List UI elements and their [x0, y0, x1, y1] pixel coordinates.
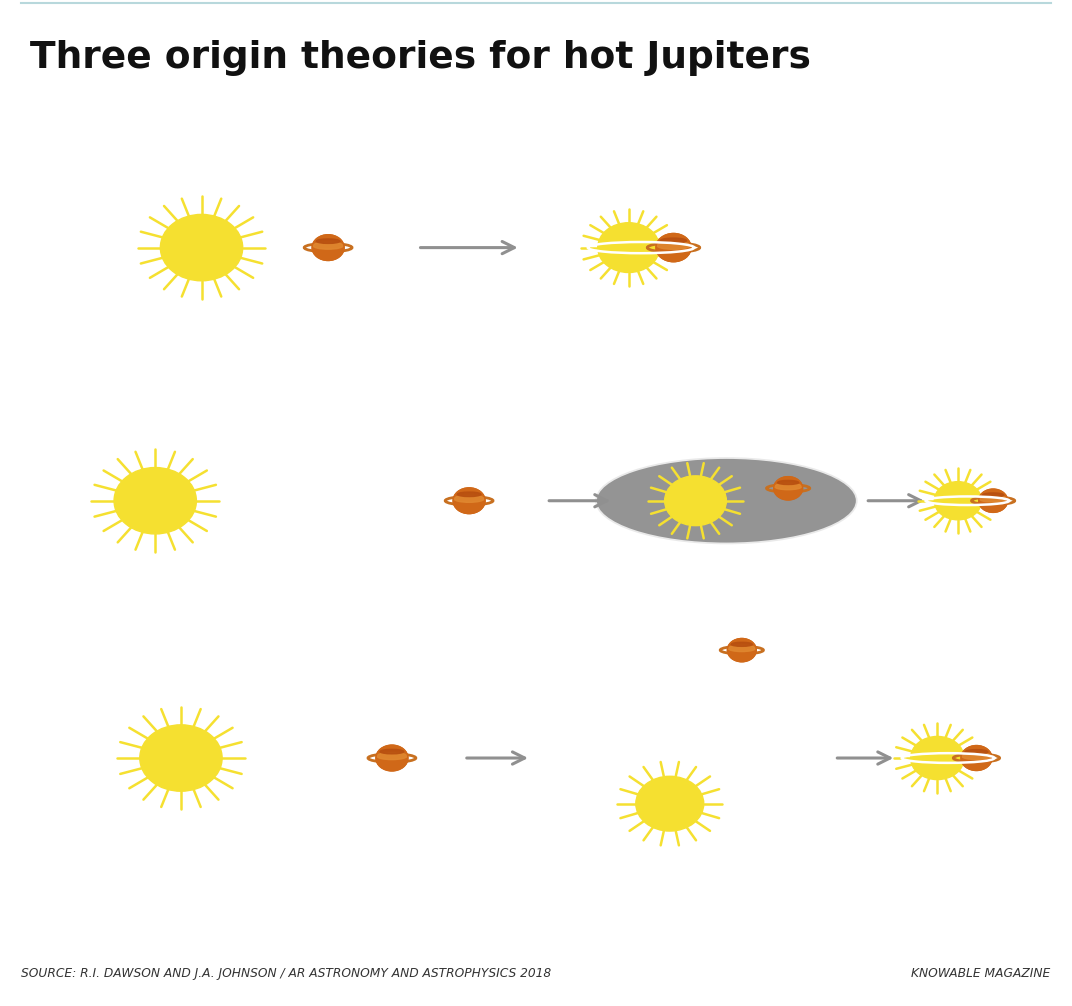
Ellipse shape	[660, 238, 686, 243]
Ellipse shape	[965, 749, 988, 753]
Ellipse shape	[774, 483, 802, 490]
Ellipse shape	[313, 242, 343, 249]
Text: Three origin theories for hot Jupiters: Three origin theories for hot Jupiters	[30, 40, 810, 76]
Circle shape	[139, 724, 222, 791]
Circle shape	[910, 736, 964, 780]
Text: Close encounter: Close encounter	[78, 849, 256, 868]
Ellipse shape	[731, 642, 753, 646]
Ellipse shape	[980, 496, 1007, 502]
Circle shape	[656, 233, 691, 262]
Text: a planet. The resulting eccentric orbit eventually stabilizes close to the star.: a planet. The resulting eccentric orbit …	[78, 915, 661, 931]
Circle shape	[114, 468, 196, 534]
Text: Pulled in: Pulled in	[78, 565, 174, 584]
Circle shape	[665, 476, 727, 525]
Circle shape	[979, 489, 1008, 512]
Ellipse shape	[379, 749, 404, 753]
Circle shape	[453, 488, 485, 514]
Text: KNOWABLE MAGAZINE: KNOWABLE MAGAZINE	[911, 967, 1051, 980]
Ellipse shape	[982, 493, 1004, 497]
Circle shape	[312, 234, 344, 261]
Circle shape	[935, 482, 982, 520]
Ellipse shape	[657, 241, 690, 249]
Circle shape	[774, 477, 803, 500]
Ellipse shape	[777, 481, 799, 485]
Ellipse shape	[457, 492, 481, 497]
Ellipse shape	[453, 495, 485, 502]
Text: Close in: Close in	[78, 310, 165, 329]
Text: Planet forms near star and migrates inward to its current location.: Planet forms near star and migrates inwa…	[78, 343, 586, 358]
Text: Planet forms far from star, at a distance where gas giants are commonly found.: Planet forms far from star, at a distanc…	[78, 599, 689, 614]
Ellipse shape	[962, 752, 992, 760]
Ellipse shape	[595, 457, 858, 544]
Ellipse shape	[728, 645, 756, 652]
Circle shape	[161, 214, 242, 281]
Circle shape	[636, 777, 703, 831]
Ellipse shape	[316, 238, 340, 243]
Ellipse shape	[376, 752, 407, 760]
Circle shape	[376, 745, 407, 771]
Text: SOURCE: R.I. DAWSON AND J.A. JOHNSON / AR ASTRONOMY AND ASTROPHYSICS 2018: SOURCE: R.I. DAWSON AND J.A. JOHNSON / A…	[21, 967, 552, 980]
Circle shape	[728, 639, 756, 662]
Text: Interactions with gas and dust later pull it into a closer orbit.: Interactions with gas and dust later pul…	[78, 632, 544, 647]
Circle shape	[598, 222, 659, 273]
Text: Planet forms far from star, then is pulled off-kilter by another object, such as: Planet forms far from star, then is pull…	[78, 882, 667, 897]
Circle shape	[961, 745, 992, 771]
